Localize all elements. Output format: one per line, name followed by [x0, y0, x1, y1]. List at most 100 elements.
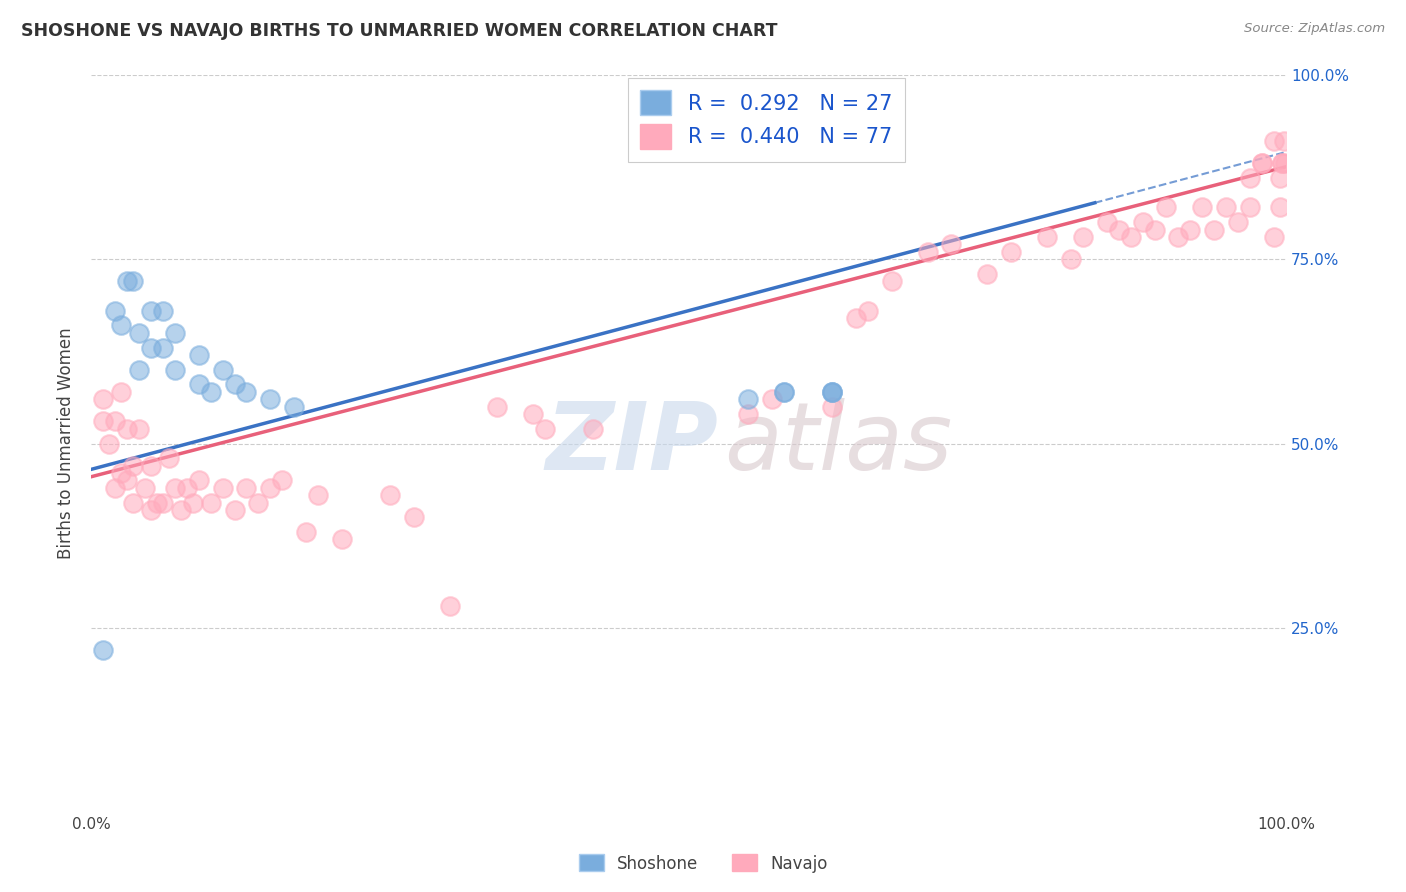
Point	[1263, 230, 1285, 244]
Point	[122, 458, 145, 473]
Point	[247, 495, 270, 509]
Point	[737, 392, 759, 407]
Point	[211, 362, 233, 376]
Point	[1271, 156, 1294, 170]
Text: Source: ZipAtlas.com: Source: ZipAtlas.com	[1244, 22, 1385, 36]
Y-axis label: Births to Unmarried Women: Births to Unmarried Women	[58, 327, 75, 559]
Point	[1204, 222, 1226, 236]
Legend: Shoshone, Navajo: Shoshone, Navajo	[572, 847, 834, 880]
Point	[856, 303, 879, 318]
Point	[163, 362, 186, 376]
Point	[200, 495, 222, 509]
Point	[152, 495, 174, 509]
Point	[1215, 200, 1237, 214]
Point	[110, 318, 132, 333]
Point	[146, 495, 169, 509]
Point	[1180, 222, 1202, 236]
Text: atlas: atlas	[724, 398, 953, 489]
Point	[1251, 156, 1274, 170]
Point	[128, 326, 150, 340]
Point	[773, 384, 796, 399]
Point	[402, 510, 425, 524]
Point	[176, 481, 198, 495]
Point	[330, 533, 353, 547]
Point	[307, 488, 329, 502]
Point	[139, 303, 162, 318]
Text: SHOSHONE VS NAVAJO BIRTHS TO UNMARRIED WOMEN CORRELATION CHART: SHOSHONE VS NAVAJO BIRTHS TO UNMARRIED W…	[21, 22, 778, 40]
Point	[157, 451, 180, 466]
Point	[1036, 230, 1059, 244]
Point	[139, 503, 162, 517]
Point	[152, 303, 174, 318]
Point	[821, 384, 844, 399]
Point	[104, 414, 127, 428]
Point	[235, 481, 257, 495]
Point	[104, 303, 127, 318]
Point	[115, 474, 138, 488]
Point	[91, 414, 114, 428]
Point	[761, 392, 783, 407]
Point	[134, 481, 156, 495]
Point	[115, 422, 138, 436]
Point	[917, 244, 939, 259]
Point	[122, 274, 145, 288]
Point	[1143, 222, 1166, 236]
Point	[91, 643, 114, 657]
Point	[1071, 230, 1094, 244]
Point	[128, 422, 150, 436]
Text: ZIP: ZIP	[546, 398, 718, 490]
Point	[295, 525, 318, 540]
Point	[224, 503, 246, 517]
Point	[235, 384, 257, 399]
Point	[1191, 200, 1213, 214]
Point	[1095, 215, 1118, 229]
Point	[1239, 200, 1261, 214]
Point	[259, 481, 281, 495]
Point	[187, 377, 209, 392]
Point	[91, 392, 114, 407]
Point	[1227, 215, 1250, 229]
Point	[1263, 134, 1285, 148]
Point	[1274, 156, 1296, 170]
Point	[378, 488, 401, 502]
Point	[1268, 170, 1291, 185]
Point	[773, 384, 796, 399]
Point	[152, 341, 174, 355]
Point	[534, 422, 557, 436]
Point	[200, 384, 222, 399]
Point	[1156, 200, 1178, 214]
Point	[163, 326, 186, 340]
Point	[522, 407, 544, 421]
Point	[110, 466, 132, 480]
Point	[1108, 222, 1130, 236]
Point	[115, 274, 138, 288]
Point	[821, 400, 844, 414]
Point	[941, 237, 963, 252]
Point	[737, 407, 759, 421]
Point	[1119, 230, 1142, 244]
Point	[211, 481, 233, 495]
Point	[1272, 134, 1295, 148]
Point	[1251, 156, 1274, 170]
Point	[170, 503, 193, 517]
Point	[1167, 230, 1189, 244]
Point	[139, 458, 162, 473]
Point	[110, 384, 132, 399]
Point	[1000, 244, 1022, 259]
Point	[122, 495, 145, 509]
Point	[181, 495, 204, 509]
Point	[1268, 200, 1291, 214]
Point	[187, 474, 209, 488]
Point	[845, 311, 868, 326]
Point	[1271, 156, 1294, 170]
Point	[880, 274, 903, 288]
Point	[821, 384, 844, 399]
Point	[187, 348, 209, 362]
Point	[1060, 252, 1083, 266]
Point	[224, 377, 246, 392]
Legend: R =  0.292   N = 27, R =  0.440   N = 77: R = 0.292 N = 27, R = 0.440 N = 77	[627, 78, 905, 161]
Point	[271, 474, 294, 488]
Point	[259, 392, 281, 407]
Point	[104, 481, 127, 495]
Point	[582, 422, 605, 436]
